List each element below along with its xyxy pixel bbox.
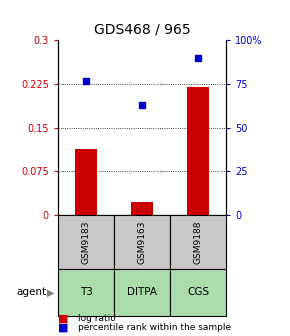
- Text: ▶: ▶: [47, 287, 55, 297]
- Text: GSM9163: GSM9163: [137, 220, 147, 264]
- Bar: [170, 269, 226, 316]
- Bar: [114, 269, 170, 316]
- Text: percentile rank within the sample: percentile rank within the sample: [78, 323, 231, 332]
- Text: agent: agent: [16, 287, 46, 297]
- Point: [140, 102, 144, 108]
- Text: T3: T3: [79, 287, 93, 297]
- Text: log ratio: log ratio: [78, 314, 116, 323]
- Text: ■: ■: [58, 323, 68, 333]
- Bar: [114, 215, 170, 269]
- Bar: [75, 149, 97, 215]
- Point: [84, 78, 88, 83]
- Bar: [58, 269, 114, 316]
- Point: [196, 55, 200, 60]
- Title: GDS468 / 965: GDS468 / 965: [94, 23, 191, 36]
- Text: DITPA: DITPA: [127, 287, 157, 297]
- Bar: [187, 87, 209, 215]
- Text: GSM9183: GSM9183: [81, 220, 90, 264]
- Text: ■: ■: [58, 313, 68, 323]
- Text: GSM9188: GSM9188: [194, 220, 203, 264]
- Bar: [131, 202, 153, 215]
- Text: CGS: CGS: [187, 287, 209, 297]
- Bar: [170, 215, 226, 269]
- Bar: [58, 215, 114, 269]
